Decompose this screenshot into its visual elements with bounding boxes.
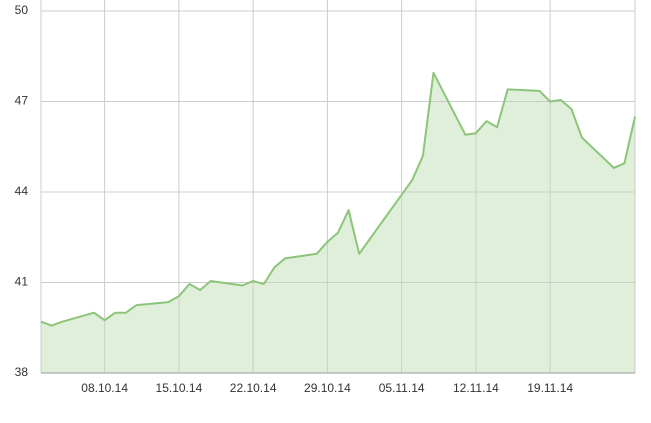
x-tick-label: 05.11.14 [379, 381, 425, 395]
y-tick-label: 41 [15, 275, 29, 289]
y-tick-label: 47 [15, 94, 29, 108]
y-tick-label: 50 [15, 3, 29, 17]
x-tick-label: 08.10.14 [81, 381, 128, 395]
y-tick-label: 38 [15, 365, 29, 379]
x-tick-label: 19.11.14 [527, 381, 573, 395]
line [40, 71, 636, 327]
x-tick-label: 22.10.14 [230, 381, 277, 395]
x-tick-label: 29.10.14 [304, 381, 351, 395]
area [41, 72, 635, 374]
y-tick-label: 44 [15, 184, 29, 198]
x-tick-label: 15.10.14 [156, 381, 203, 395]
x-tick-label: 12.11.14 [453, 381, 499, 395]
